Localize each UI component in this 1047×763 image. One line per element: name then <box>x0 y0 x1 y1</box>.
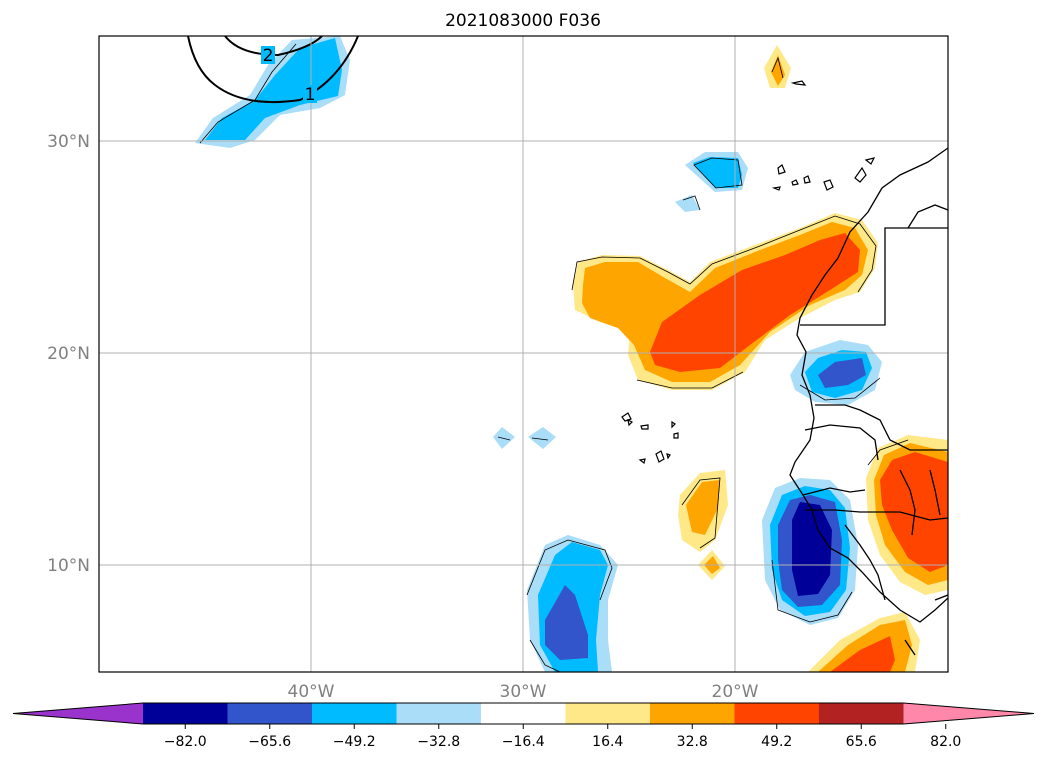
colorbar-tick-label: 49.2 <box>761 734 792 750</box>
colorbar-tick-label: 82.0 <box>930 734 961 750</box>
border-line-2 <box>907 204 948 229</box>
border-line-1 <box>800 227 948 326</box>
madeira-islands <box>790 80 807 86</box>
field-region-positive-south <box>808 612 920 672</box>
lon-label-40w: 40°W <box>288 682 335 702</box>
contour-line-1 <box>187 36 359 104</box>
field-region-orange-small <box>678 470 728 580</box>
islands <box>621 80 876 465</box>
colorbar-tick-label: −49.2 <box>333 734 376 750</box>
colorbar-box <box>734 703 820 724</box>
colorbar-outline <box>12 702 1035 725</box>
colorbar-box <box>312 703 397 724</box>
contour-lines <box>187 36 359 104</box>
field-region-orange-north <box>764 45 791 88</box>
field-region-positive-east <box>866 435 948 595</box>
colorbar-tick-label: 65.6 <box>846 734 877 750</box>
border-line-4 <box>804 424 879 461</box>
field-region-blue-south <box>527 535 618 672</box>
map-frame <box>98 35 949 673</box>
border-line-7 <box>844 524 886 601</box>
lat-label-20n: 20°N <box>47 344 90 364</box>
contour-labels: 2 1 <box>261 46 317 105</box>
longitude-labels: 40°W 30°W 20°W <box>288 682 759 702</box>
map-gridlines <box>99 36 948 672</box>
lon-label-30w: 30°W <box>500 682 547 702</box>
contour-label-2: 2 <box>263 46 274 66</box>
border-line-11 <box>904 639 916 656</box>
colorbar-box <box>650 703 735 724</box>
colorbar-extend-max <box>903 703 1034 724</box>
contour-label-1: 1 <box>305 85 316 105</box>
field-region-blue-coast <box>790 340 882 405</box>
colorbar-tick-label: 16.4 <box>592 734 623 750</box>
colorbar-box <box>396 703 482 724</box>
colorbar-box <box>819 703 904 724</box>
lat-label-30n: 30°N <box>47 132 90 152</box>
border-line-10 <box>934 594 948 601</box>
cape-verde-islands <box>621 412 679 465</box>
colorbar-tick-label: −82.0 <box>164 734 207 750</box>
border-line-9 <box>929 469 941 516</box>
latitude-labels: 30°N 20°N 10°N <box>47 132 90 576</box>
field-region-positive-plume <box>573 213 878 390</box>
border-line-8 <box>899 469 916 536</box>
map-area: 2 1 <box>99 36 948 672</box>
colorbar-box <box>227 703 313 724</box>
colorbar-box <box>481 703 566 724</box>
colorbar-tick-label: 32.8 <box>677 734 708 750</box>
lon-label-20w: 20°W <box>712 682 759 702</box>
africa-coastline <box>789 147 948 623</box>
colorbar: −82.0 −65.6 −49.2 −32.8 −16.4 16.4 32.8 49.2 65.… <box>12 702 1035 750</box>
border-line-5 <box>802 487 866 496</box>
colorbar-box <box>143 703 228 724</box>
coastlines <box>789 147 948 656</box>
colorbar-tick-label: −32.8 <box>417 734 460 750</box>
lat-label-10n: 10°N <box>47 556 90 576</box>
colorbar-tick-label: −16.4 <box>502 734 545 750</box>
field-region-negative-core <box>762 478 858 625</box>
border-line-6 <box>805 509 948 521</box>
figure-title: 2021083000 F036 <box>445 11 601 31</box>
field-region-blue-north <box>675 152 748 212</box>
contour-line-2 <box>224 36 323 57</box>
colorbar-tick-label: −65.6 <box>248 734 291 750</box>
colorbar-extend-min <box>13 703 143 724</box>
field-region-blue-small <box>493 427 556 449</box>
field-outline-lines <box>199 43 909 672</box>
colorbar-box <box>565 703 651 724</box>
border-line-3 <box>815 404 948 451</box>
canary-islands <box>771 157 876 191</box>
